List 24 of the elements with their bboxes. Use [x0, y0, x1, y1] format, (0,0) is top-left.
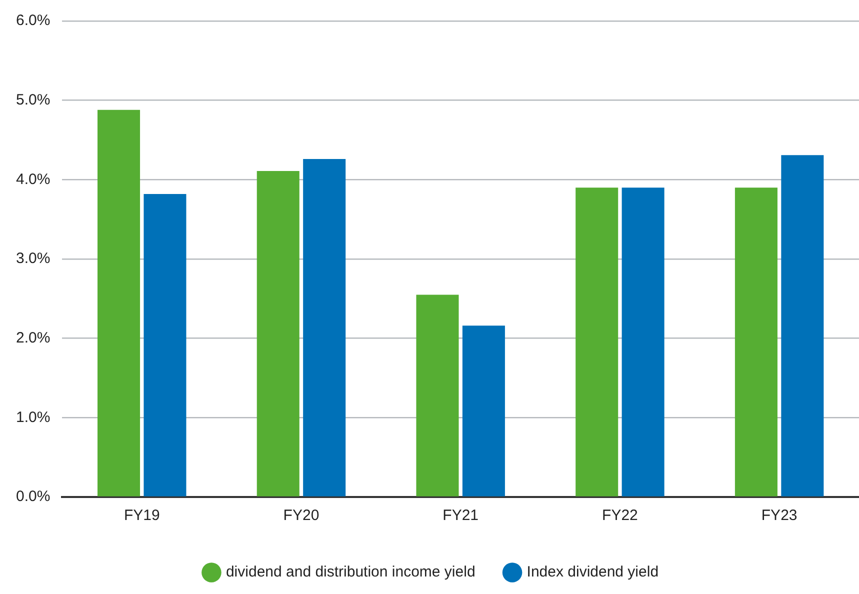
legend-label: dividend and distribution income yield: [226, 564, 476, 581]
x-tick-label: FY21: [442, 507, 479, 524]
bar: [144, 194, 186, 496]
y-tick-label: 0.0%: [16, 488, 50, 506]
bar: [622, 188, 664, 496]
y-tick-label: 3.0%: [16, 250, 50, 268]
bar: [256, 170, 300, 496]
x-tick-label: FY22: [602, 507, 638, 524]
x-tick-label: FY20: [283, 507, 320, 524]
x-tick-label: FY23: [761, 507, 798, 524]
y-tick-label: 1.0%: [16, 408, 50, 426]
y-tick-label: 2.0%: [16, 329, 50, 346]
bar: [462, 326, 505, 496]
y-tick-label: 4.0%: [16, 170, 50, 188]
bar: [781, 155, 824, 496]
x-tick-label: FY19: [124, 507, 160, 524]
bar: [416, 294, 459, 496]
bar: [734, 188, 778, 496]
bar: [98, 110, 140, 496]
y-tick-label: 5.0%: [16, 91, 50, 108]
bar: [303, 159, 346, 496]
y-tick-label: 6.0%: [16, 12, 50, 30]
bar: [576, 188, 618, 496]
legend-label: Index dividend yield: [526, 564, 659, 581]
